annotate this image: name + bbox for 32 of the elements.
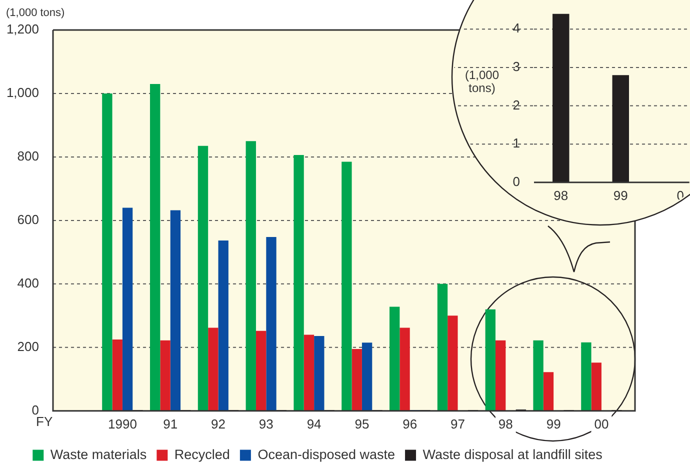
x-tick-label: 94 <box>306 416 322 432</box>
y-tick-label: 0 <box>32 402 39 418</box>
legend-label: Waste disposal at landfill sites <box>422 446 603 462</box>
legend-label: Ocean-disposed waste <box>258 446 396 462</box>
y-tick-label: 600 <box>17 212 39 228</box>
x-tick-label: 93 <box>258 416 274 432</box>
y-tick-label: 4 <box>512 20 520 36</box>
x-tick-label: 99 <box>546 416 561 432</box>
y-tick-label: 800 <box>17 148 39 164</box>
y-tick-label: 400 <box>17 276 39 291</box>
y-tick-label: 1 <box>512 136 520 151</box>
y-tick-label: 0 <box>512 174 520 189</box>
x-tick-label: 97 <box>450 416 465 432</box>
y-tick-label: 2 <box>512 97 520 112</box>
legend-label: Waste materials <box>50 446 147 462</box>
x-tick-label: 98 <box>554 188 568 203</box>
x-tick-label: 00 <box>594 416 609 432</box>
legend-label: Recycled <box>174 446 230 462</box>
x-tick-label: 95 <box>354 416 370 432</box>
x-tick-label: 96 <box>402 416 418 432</box>
y-tick-label: 200 <box>17 338 39 354</box>
y-axis-title: (1,000 tons) <box>464 68 500 95</box>
x-tick-label: 92 <box>211 416 226 432</box>
y-tick-label: 3 <box>512 59 520 74</box>
x-axis-title: FY <box>36 414 53 429</box>
x-tick-label: 91 <box>163 416 178 432</box>
x-tick-label: 1990 <box>108 416 137 432</box>
y-tick-label: 1,000 <box>6 85 39 100</box>
y-axis-title: (1,000 tons) <box>6 7 65 20</box>
x-tick-label: 98 <box>498 416 513 432</box>
y-tick-label: 1,200 <box>6 22 39 37</box>
x-tick-label: 99 <box>613 188 628 203</box>
